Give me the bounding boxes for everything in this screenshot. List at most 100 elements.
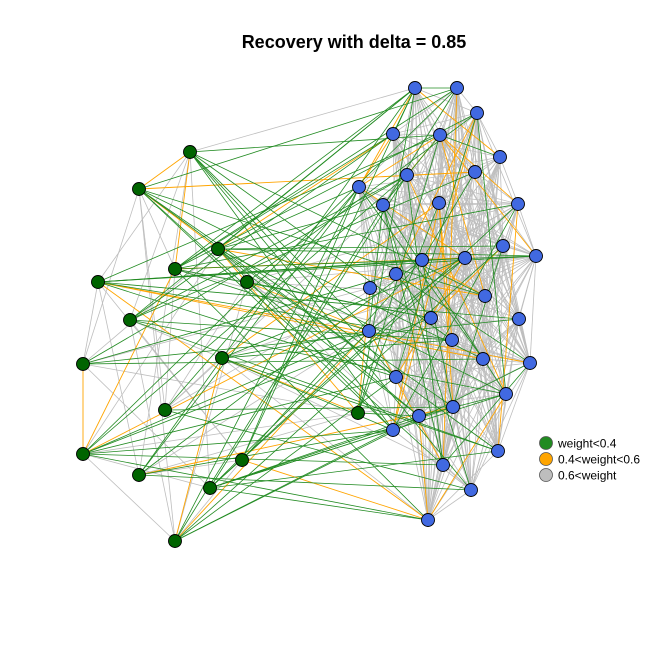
graph-node-b13 xyxy=(415,253,429,267)
edge-heavy xyxy=(418,255,537,417)
graph-node-b14 xyxy=(458,251,472,265)
edge-heavy xyxy=(529,255,537,364)
legend-swatch-heavy-weight xyxy=(539,468,553,482)
edge-medium xyxy=(82,268,176,455)
edge-heavy xyxy=(406,174,519,205)
graph-node-b29 xyxy=(412,409,426,423)
edge-light xyxy=(382,204,472,491)
edge-light xyxy=(209,487,429,521)
graph-node-b7 xyxy=(352,180,366,194)
graph-node-b11 xyxy=(432,196,446,210)
edge-medium xyxy=(138,406,454,476)
edge-heavy xyxy=(82,453,211,489)
edge-light xyxy=(174,87,458,270)
edge-heavy xyxy=(497,362,531,452)
edge-light xyxy=(357,87,416,414)
edge-medium xyxy=(418,415,429,521)
edge-light xyxy=(452,245,504,408)
graph-node-b21 xyxy=(424,311,438,325)
edge-heavy xyxy=(482,358,499,452)
edge-heavy xyxy=(392,133,441,136)
edge-heavy xyxy=(138,188,176,542)
edge-light xyxy=(382,204,444,466)
edge-light xyxy=(217,186,360,250)
edge-heavy xyxy=(438,202,519,205)
edge-heavy xyxy=(474,171,519,205)
edge-heavy xyxy=(221,357,444,466)
edge-light xyxy=(174,112,478,270)
legend-item-medium-weight: 0.4<weight<0.6 xyxy=(539,452,640,467)
edge-heavy xyxy=(482,245,504,360)
legend-swatch-medium-weight xyxy=(539,452,553,466)
graph-node-a11 xyxy=(76,447,90,461)
edge-heavy xyxy=(418,318,520,417)
edge-light xyxy=(368,257,466,332)
edge-heavy xyxy=(499,156,519,205)
edge-heavy xyxy=(358,186,531,364)
edge-light xyxy=(368,204,384,332)
edge-heavy xyxy=(369,257,466,289)
edge-medium xyxy=(174,357,223,542)
edge-heavy xyxy=(476,112,501,158)
legend-item-light-weight: weight<0.4 xyxy=(539,436,617,451)
edge-heavy xyxy=(464,257,507,395)
edge-light xyxy=(138,188,444,466)
edge-light xyxy=(174,87,458,542)
edge-light xyxy=(174,133,394,270)
graph-node-a12 xyxy=(235,453,249,467)
edge-light xyxy=(138,186,360,476)
graph-node-a14 xyxy=(203,481,217,495)
edge-heavy xyxy=(138,188,176,270)
edge-light xyxy=(138,188,397,378)
graph-node-a6 xyxy=(91,275,105,289)
edge-light xyxy=(82,376,397,455)
edge-medium xyxy=(138,151,191,190)
edge-heavy xyxy=(97,151,191,283)
edge-heavy xyxy=(427,464,444,521)
edge-heavy xyxy=(368,330,454,408)
edge-heavy xyxy=(382,204,423,261)
edge-light xyxy=(439,134,501,158)
edge-heavy xyxy=(392,133,453,341)
edge-light xyxy=(217,248,499,452)
edge-medium xyxy=(358,134,441,188)
graph-node-b10 xyxy=(376,198,390,212)
edge-light xyxy=(358,186,484,360)
edge-heavy xyxy=(164,204,384,411)
graph-node-b9 xyxy=(468,165,482,179)
legend: weight<0.4 0.4<weight<0.6 0.6<weight xyxy=(539,436,640,483)
edge-heavy xyxy=(451,339,499,452)
graph-node-a7 xyxy=(123,313,137,327)
edge-heavy xyxy=(395,273,520,320)
edge-heavy xyxy=(452,406,499,452)
edge-heavy xyxy=(382,204,397,378)
edge-light xyxy=(221,339,453,359)
edge-heavy xyxy=(369,287,420,417)
edge-heavy xyxy=(421,259,432,319)
graph-node-b33 xyxy=(464,483,478,497)
edge-heavy xyxy=(497,318,520,452)
edge-heavy xyxy=(382,156,501,206)
edge-heavy xyxy=(451,295,486,341)
edge-light xyxy=(138,188,454,408)
edge-light xyxy=(97,281,520,320)
edge-light xyxy=(442,362,531,466)
edge-heavy xyxy=(368,318,520,332)
edge-light xyxy=(174,255,537,270)
graph-node-a8 xyxy=(215,351,229,365)
edge-medium xyxy=(357,287,371,414)
edge-heavy xyxy=(138,459,243,476)
edge-light xyxy=(217,248,507,395)
edge-heavy xyxy=(470,358,484,491)
edge-heavy xyxy=(418,257,466,417)
edge-light xyxy=(82,318,520,365)
edge-heavy xyxy=(368,287,371,332)
edge-heavy xyxy=(470,362,531,491)
edge-heavy xyxy=(456,87,476,173)
edge-heavy xyxy=(451,339,454,408)
edge-light xyxy=(82,453,444,466)
edge-heavy xyxy=(427,318,520,521)
edge-light xyxy=(129,174,408,321)
graph-node-a4 xyxy=(168,262,182,276)
graph-node-a5 xyxy=(240,275,254,289)
